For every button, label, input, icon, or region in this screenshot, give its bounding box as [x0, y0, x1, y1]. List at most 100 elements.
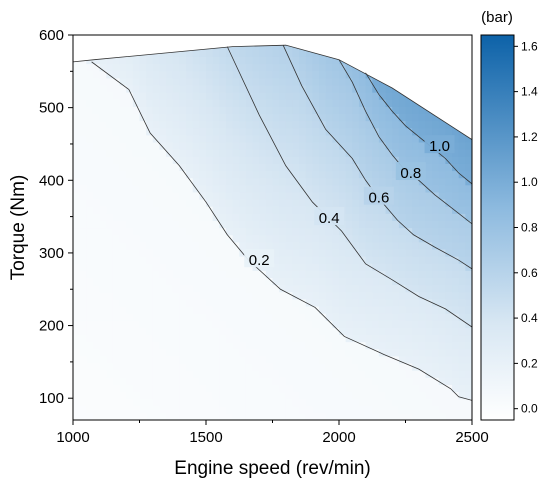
contour-cell: [126, 291, 134, 300]
contour-cell: [259, 377, 267, 385]
contour-cell: [319, 170, 327, 179]
contour-cell: [139, 277, 147, 286]
contour-cell: [99, 149, 107, 157]
contour-cell: [265, 77, 274, 86]
contour-cell: [378, 49, 387, 57]
contour-cell: [285, 377, 294, 385]
contour-cell: [99, 184, 107, 193]
contour-cell: [112, 298, 121, 307]
contour-cell: [192, 63, 200, 72]
contour-cell: [319, 298, 327, 307]
contour-cell: [139, 377, 147, 385]
contour-cell: [425, 270, 433, 279]
contour-cell: [405, 120, 413, 129]
contour-cell: [166, 227, 174, 236]
contour-cell: [259, 77, 267, 86]
contour-cell: [92, 334, 101, 343]
contour-cell: [385, 370, 393, 378]
contour-cell: [126, 412, 134, 420]
contour-cell: [458, 320, 466, 328]
contour-cell: [106, 384, 114, 393]
contour-cell: [432, 198, 440, 207]
contour-cell: [378, 113, 387, 122]
contour-cell: [425, 334, 433, 343]
contour-cell: [398, 284, 407, 293]
contour-cell: [292, 63, 300, 72]
contour-cell: [132, 56, 141, 65]
contour-cell: [305, 263, 313, 271]
contour-cell: [99, 227, 107, 236]
contour-cell: [99, 163, 107, 172]
contour-cell: [159, 248, 167, 257]
contour-cell: [332, 113, 340, 122]
contour-cell: [418, 213, 427, 221]
contour-cell: [146, 191, 154, 200]
contour-cell: [146, 227, 154, 236]
contour-cell: [139, 92, 147, 100]
contour-cell: [432, 70, 440, 79]
contour-cell: [285, 113, 294, 122]
contour-cell: [212, 56, 220, 65]
contour-cell: [239, 191, 247, 200]
contour-cell: [352, 384, 360, 393]
contour-cell: [365, 56, 373, 65]
contour-cell: [112, 45, 121, 50]
contour-cell: [325, 49, 333, 57]
contour-cell: [458, 45, 466, 50]
contour-cell: [272, 227, 280, 236]
contour-cell: [378, 391, 387, 400]
contour-cell: [418, 334, 427, 343]
contour-cell: [99, 377, 107, 385]
contour-cell: [372, 120, 380, 129]
contour-cell: [219, 220, 227, 229]
contour-cell: [339, 362, 347, 371]
contour-cell: [192, 284, 200, 293]
contour-cell: [292, 291, 300, 300]
contour-cell: [166, 120, 174, 129]
contour-cell: [385, 341, 393, 350]
contour-cell: [132, 234, 141, 243]
contour-cell: [372, 84, 380, 93]
contour-cell: [352, 113, 360, 122]
contour-cell: [73, 348, 81, 357]
contour-cell: [319, 241, 327, 250]
contour-cell: [272, 63, 280, 72]
contour-cell: [186, 70, 194, 79]
contour-cell: [325, 341, 333, 350]
contour-cell: [79, 241, 87, 250]
contour-cell: [106, 141, 114, 150]
contour-cell: [418, 391, 427, 400]
contour-cell: [126, 334, 134, 343]
contour-cell: [392, 156, 400, 164]
contour-cell: [352, 398, 360, 407]
contour-cell: [232, 134, 240, 143]
contour-cell: [119, 277, 127, 286]
contour-cell: [192, 191, 200, 200]
contour-cell: [112, 113, 121, 122]
contour-cell: [206, 334, 214, 343]
contour-cell: [418, 241, 427, 250]
contour-cell: [225, 92, 234, 100]
contour-cell: [312, 284, 320, 293]
contour-cell: [432, 270, 440, 279]
contour-cell: [272, 220, 280, 229]
contour-cell: [339, 270, 347, 279]
contour-cell: [212, 391, 220, 400]
contour-cell: [465, 241, 472, 250]
contour-cell: [152, 341, 161, 350]
contour-cell: [159, 84, 167, 93]
contour-cell: [299, 141, 307, 150]
contour-cell: [465, 220, 472, 229]
contour-cell: [465, 141, 472, 150]
contour-cell: [345, 398, 353, 407]
contour-cell: [232, 291, 240, 300]
contour-cell: [179, 213, 187, 221]
contour-cell: [312, 149, 320, 157]
contour-cell: [146, 63, 154, 72]
contour-cell: [73, 398, 81, 407]
contour-cell: [112, 191, 121, 200]
contour-cell: [358, 348, 367, 357]
contour-cell: [412, 134, 420, 143]
contour-cell: [126, 84, 134, 93]
y-axis-title: Torque (Nm): [8, 175, 29, 281]
